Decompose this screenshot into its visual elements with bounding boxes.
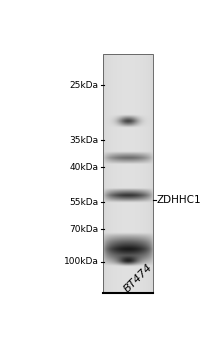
Text: 25kDa: 25kDa (69, 80, 98, 90)
Text: 70kDa: 70kDa (69, 225, 98, 234)
Text: ZDHHC14: ZDHHC14 (156, 195, 200, 205)
Text: 35kDa: 35kDa (69, 136, 98, 145)
Text: 55kDa: 55kDa (69, 198, 98, 207)
Text: 100kDa: 100kDa (63, 257, 98, 266)
Text: 40kDa: 40kDa (69, 163, 98, 172)
Bar (103, 54, 152, 293)
Text: BT474: BT474 (121, 262, 153, 295)
